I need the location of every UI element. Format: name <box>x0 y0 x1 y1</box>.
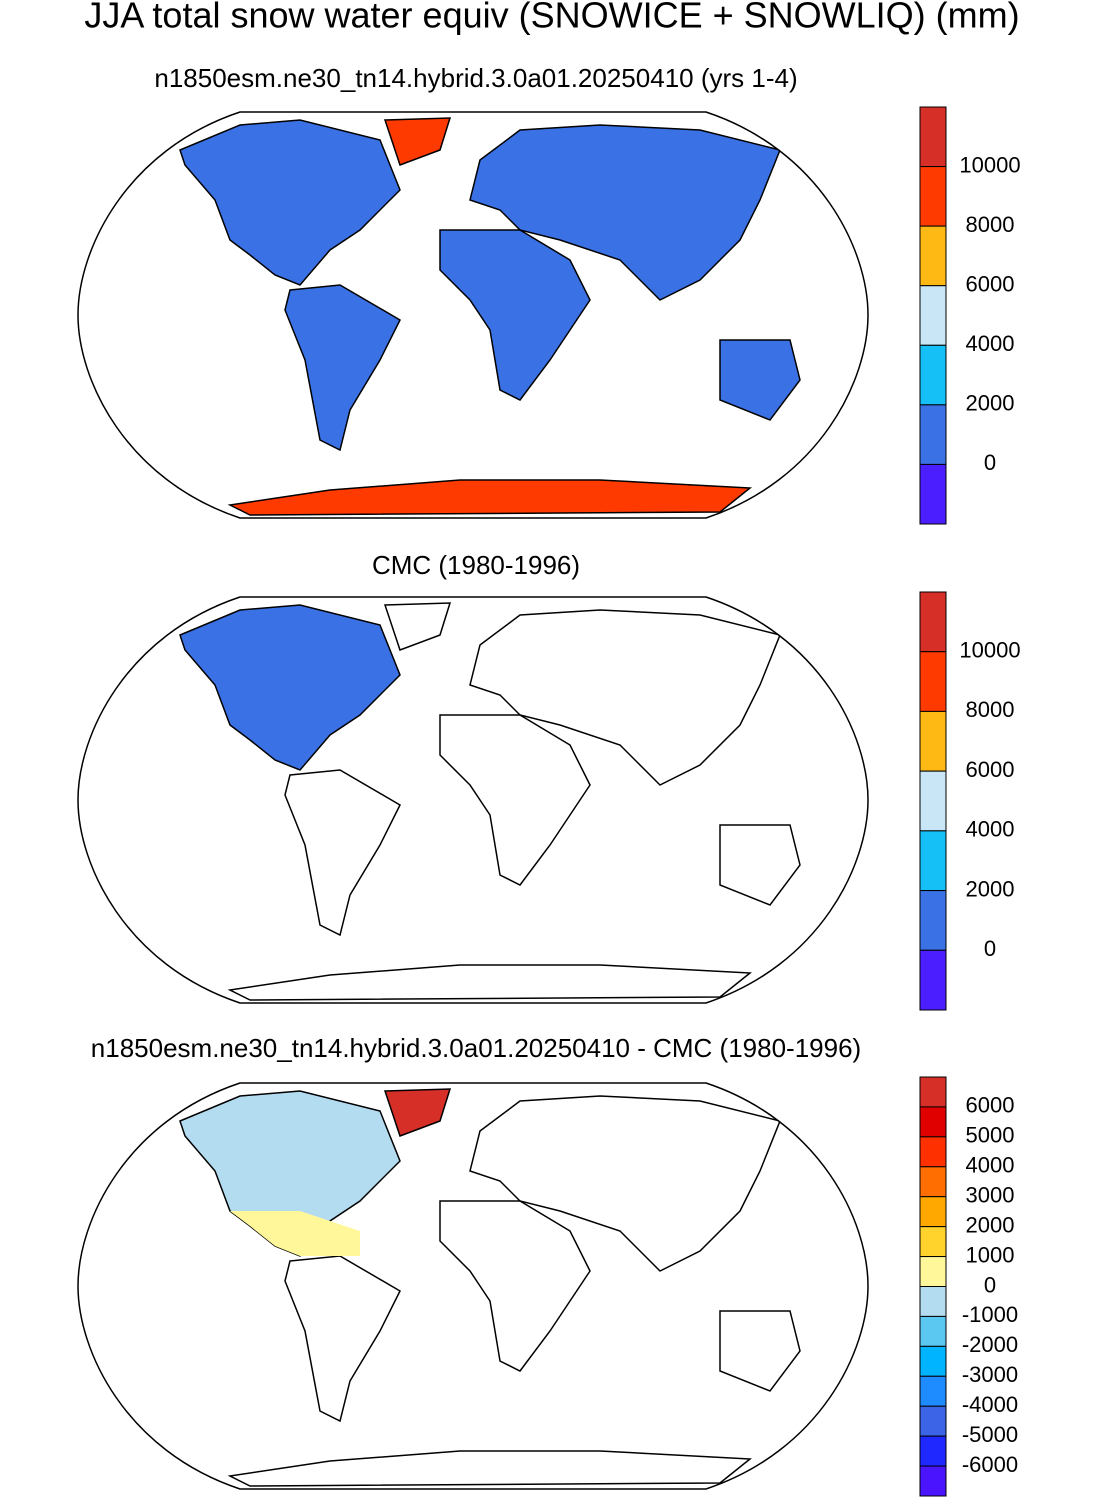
colorbar-label: 8000 <box>966 697 1015 722</box>
map <box>77 596 869 1004</box>
colorbar-box <box>919 463 947 525</box>
map-outline <box>77 1082 869 1490</box>
colorbar-label: 10000 <box>959 638 1020 663</box>
colorbar-box <box>919 1136 947 1168</box>
colorbar-box <box>919 591 947 653</box>
colorbar-box <box>919 225 947 287</box>
colorbar-box <box>919 285 947 346</box>
colorbar-box <box>919 770 947 832</box>
colorbar-box <box>919 890 947 951</box>
map <box>77 111 869 519</box>
colorbar-box <box>919 1345 947 1377</box>
colorbar-box <box>919 166 947 227</box>
colorbar-box <box>919 1256 947 1287</box>
colorbar-label: -5000 <box>962 1422 1018 1447</box>
colorbar-label: -2000 <box>962 1332 1018 1357</box>
continent <box>227 479 753 516</box>
colorbar-box <box>919 344 947 406</box>
colorbar-label: 5000 <box>966 1123 1015 1148</box>
colorbar-box <box>919 1405 947 1437</box>
colorbar-box <box>919 1286 947 1317</box>
colorbar-label: -4000 <box>962 1392 1018 1417</box>
colorbar-box <box>919 1435 947 1467</box>
colorbar-box <box>919 1106 947 1138</box>
continent <box>439 714 591 886</box>
continent <box>179 604 401 771</box>
colorbar-box <box>919 651 947 712</box>
colorbar-box <box>919 830 947 892</box>
continent <box>439 1200 591 1372</box>
colorbar-box <box>919 106 947 168</box>
colorbar-label: 6000 <box>966 1093 1015 1118</box>
continent <box>383 117 452 166</box>
panel-title: CMC (1980-1996) <box>372 550 580 580</box>
region-positive <box>230 1211 360 1256</box>
colorbar-box <box>919 404 947 465</box>
colorbar-label: 8000 <box>966 212 1015 237</box>
colorbar-label: -3000 <box>962 1362 1018 1387</box>
continent <box>227 1450 753 1487</box>
colorbar-box <box>919 1375 947 1407</box>
continent <box>469 1095 782 1272</box>
continent <box>469 124 782 301</box>
continent <box>383 1088 452 1137</box>
colorbar-label: -1000 <box>962 1302 1018 1327</box>
map-outline <box>77 111 869 519</box>
colorbar-label: 6000 <box>966 272 1015 297</box>
colorbar-box <box>919 1465 947 1497</box>
colorbar-label: 2000 <box>966 391 1015 416</box>
colorbar-label: 1000 <box>966 1242 1015 1267</box>
continent <box>284 284 401 452</box>
colorbar-label: 4000 <box>966 817 1015 842</box>
continent <box>469 609 782 786</box>
land <box>179 602 801 1001</box>
continent <box>383 602 452 651</box>
colorbar-box <box>919 1315 947 1347</box>
colorbar-box <box>919 1226 947 1258</box>
colorbar-label: 10000 <box>959 152 1020 177</box>
continent <box>284 769 401 937</box>
colorbar-label: 3000 <box>966 1183 1015 1208</box>
colorbar-box <box>919 1196 947 1228</box>
continent <box>719 824 801 906</box>
colorbar-label: 2000 <box>966 1212 1015 1237</box>
colorbar-label: 4000 <box>966 331 1015 356</box>
map-outline <box>77 596 869 1004</box>
map <box>77 1082 869 1490</box>
colorbar-label: 0 <box>984 1272 996 1297</box>
continent <box>284 1255 401 1423</box>
colorbar-label: 0 <box>984 936 996 961</box>
colorbar-label: 2000 <box>966 876 1015 901</box>
continent <box>227 964 753 1001</box>
colorbar-box <box>919 710 947 772</box>
colorbar-label: 6000 <box>966 757 1015 782</box>
land <box>179 1088 801 1487</box>
colorbar-label: 4000 <box>966 1153 1015 1178</box>
panel-title: n1850esm.ne30_tn14.hybrid.3.0a01.2025041… <box>91 1033 861 1063</box>
colorbar-box <box>919 1076 947 1108</box>
figure-title: JJA total snow water equiv (SNOWICE + SN… <box>84 0 1019 36</box>
colorbar-box <box>919 949 947 1011</box>
land <box>179 117 801 516</box>
continent <box>719 1310 801 1392</box>
colorbar-label: -6000 <box>962 1452 1018 1477</box>
colorbar-label: 0 <box>984 450 996 475</box>
continent <box>719 339 801 421</box>
continent <box>179 119 401 286</box>
colorbar-box <box>919 1166 947 1198</box>
panel-title: n1850esm.ne30_tn14.hybrid.3.0a01.2025041… <box>154 63 797 93</box>
continent <box>439 229 591 401</box>
